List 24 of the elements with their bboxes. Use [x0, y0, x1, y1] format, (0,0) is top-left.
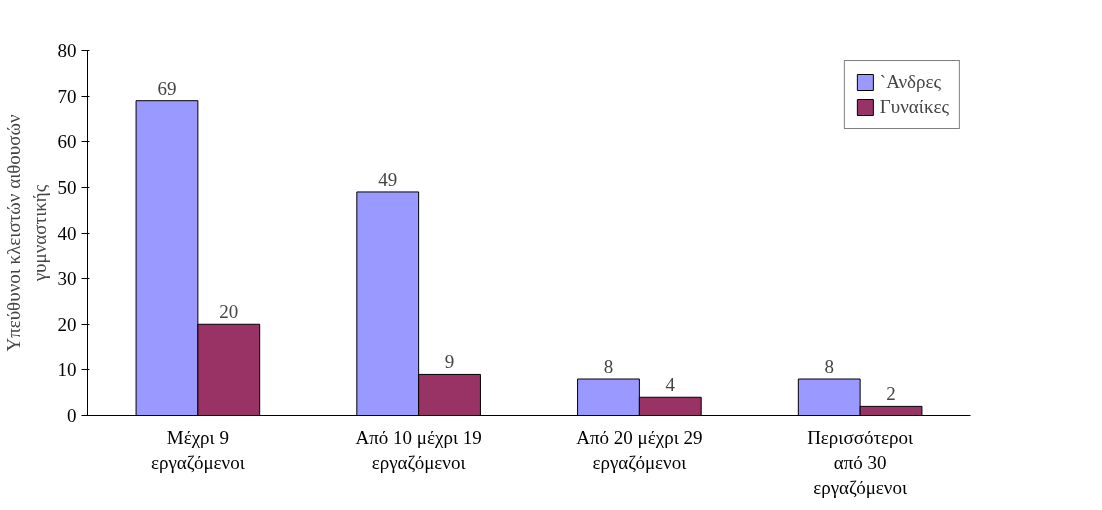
y-tick-label: 0: [67, 405, 77, 426]
y-tick-label: 60: [57, 131, 77, 153]
data-label: 9: [444, 351, 455, 373]
data-label: 8: [603, 356, 614, 377]
data-label: 8: [824, 356, 834, 377]
y-tick-label: 80: [57, 40, 77, 61]
legend-label: `Ανδρες: [879, 71, 942, 93]
data-label: 2: [886, 383, 896, 405]
x-tick-label: Από 10 μέχρι 19 εργαζόμενοι: [355, 426, 482, 473]
y-tick-label: 50: [57, 176, 77, 198]
y-axis-title: Υπεύθυνοι κλειστών αιθουσών γυμναστικής: [3, 114, 50, 352]
y-tick-label: 40: [57, 222, 77, 244]
y-tick-label: 70: [57, 85, 77, 107]
x-tick-label: Από 20 μέχρι 29 εργαζόμενοι: [576, 426, 703, 473]
y-tick-label: 30: [57, 268, 77, 290]
data-label: 20: [219, 301, 239, 323]
x-tick-label: Περισσότεροι από 30 εργαζόμενοι: [807, 426, 915, 498]
data-label: 49: [378, 168, 398, 190]
y-tick-label: 20: [57, 313, 77, 335]
data-label: 69: [157, 77, 177, 99]
legend-label: Γυναίκες: [879, 96, 949, 118]
data-label: 4: [665, 374, 676, 396]
x-tick-label: Μέχρι 9 εργαζόμενοι: [150, 426, 246, 473]
y-tick-label: 10: [57, 359, 77, 381]
